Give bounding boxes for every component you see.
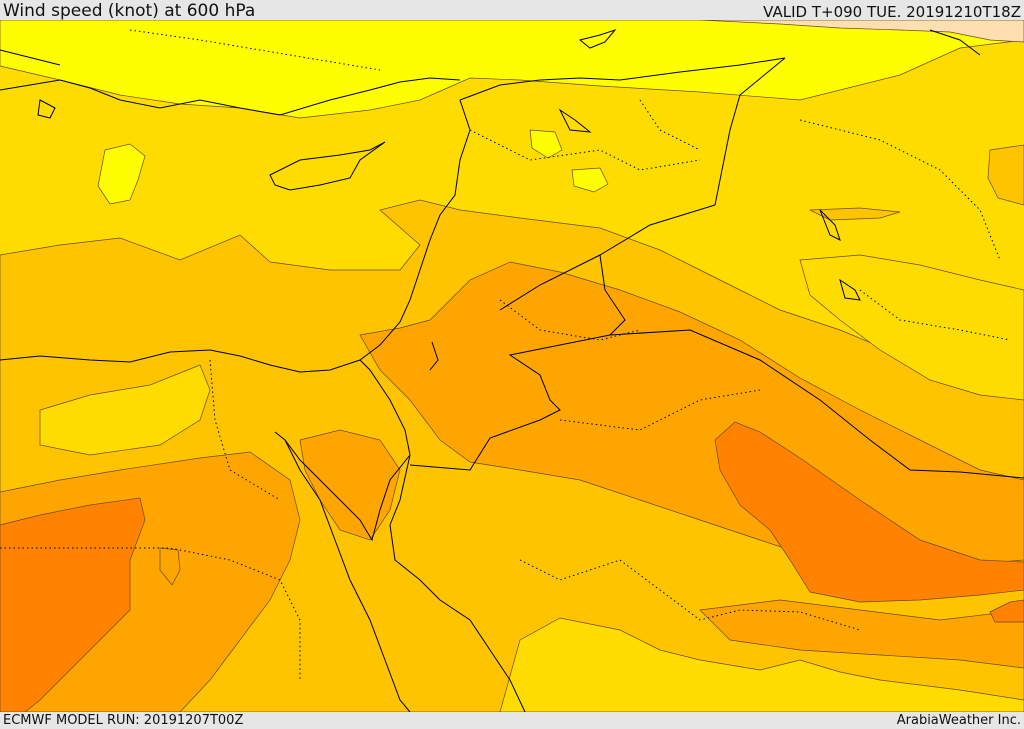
map-header: Wind speed (knot) at 600 hPa VALID T+090… (0, 0, 1024, 20)
field-gold-arabia-south (499, 617, 1024, 712)
country-borders (0, 29, 1011, 680)
valid-time: VALID T+090 TUE. 20191210T18Z (763, 3, 1021, 21)
field-amber-ne-strip (809, 207, 901, 221)
field-gold-libya (39, 364, 211, 456)
coastlines (0, 28, 1024, 712)
field-darkorange-iraq (714, 421, 1024, 603)
field-orange-sinai (299, 429, 401, 541)
field-yellow-patch-2 (571, 167, 609, 193)
field-yellow-patch-1 (97, 143, 146, 205)
credit-label: ArabiaWeather Inc. (896, 713, 1021, 728)
field-lightest-ne (699, 20, 1024, 43)
model-run-label: ECMWF MODEL RUN: 20191207T00Z (3, 713, 244, 728)
field-yellow-north (0, 20, 1024, 119)
map-footer: ECMWF MODEL RUN: 20191207T00Z ArabiaWeat… (0, 712, 1024, 729)
field-yellow-patch-3 (529, 129, 563, 159)
field-orange-blob (159, 547, 181, 586)
wind-speed-map (0, 20, 1024, 712)
field-orange-levant (359, 261, 1024, 571)
field-darkorange-libya (0, 497, 146, 712)
field-amber-east (987, 144, 1024, 206)
field-orange-se (699, 599, 1024, 669)
map-title: Wind speed (knot) at 600 hPa (3, 1, 256, 21)
field-darkorange-gulf (989, 599, 1024, 623)
